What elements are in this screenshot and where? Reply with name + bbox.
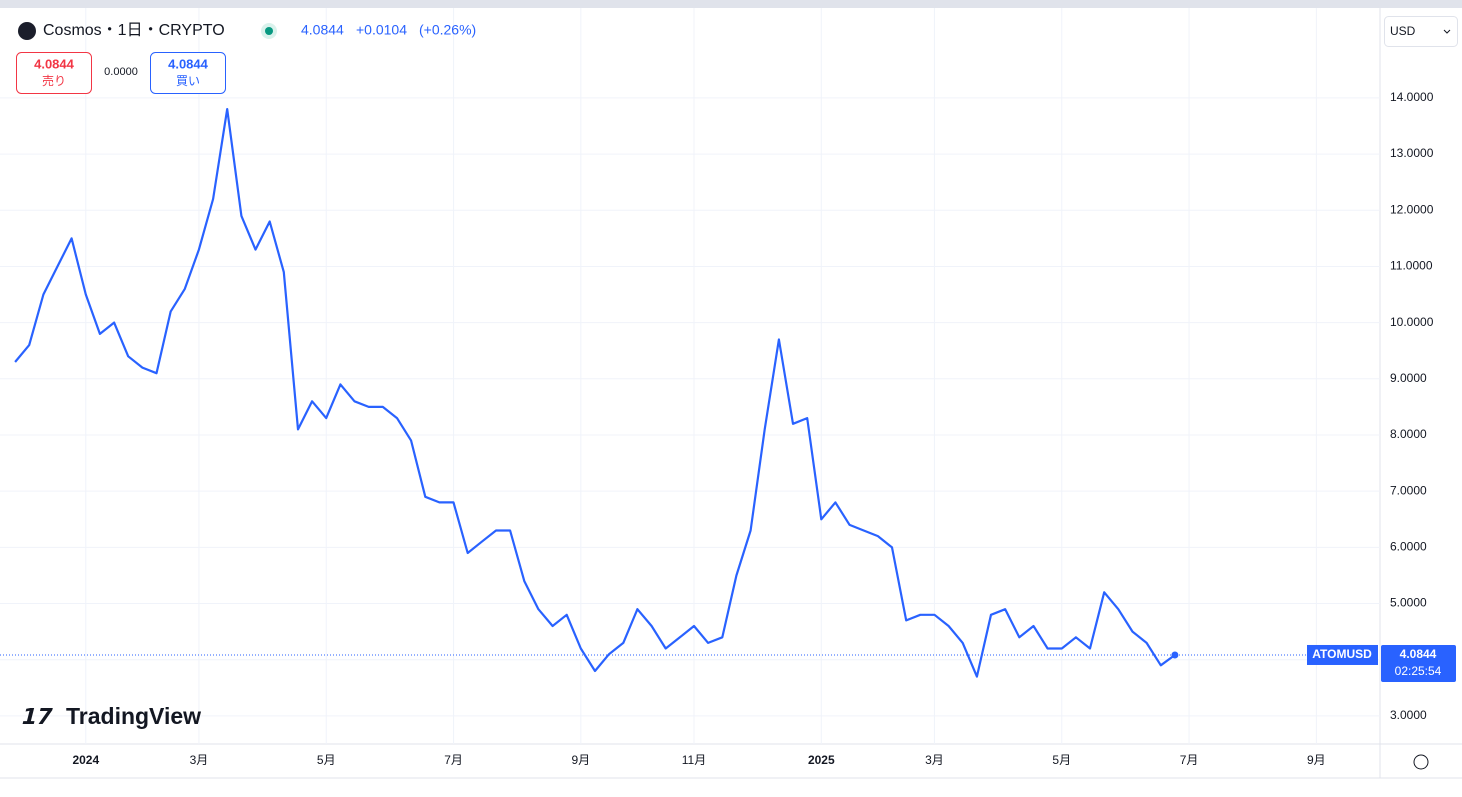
plot: [0, 108, 1380, 678]
series-label: ATOMUSD: [1312, 647, 1372, 661]
symbol[interactable]: Cosmos・1日・CRYPTO: [43, 22, 225, 39]
symbol-icon: [18, 22, 36, 40]
grid: [0, 8, 1380, 744]
y-tick-label: 14.0000: [1390, 90, 1434, 104]
buy-price: 4.0844: [168, 56, 209, 71]
x-tick-label: 11月: [682, 753, 706, 767]
x-tick-label: 2025: [808, 753, 835, 767]
settings-button[interactable]: [1413, 754, 1429, 770]
price-change: +0.0104: [356, 22, 407, 38]
x-tick-label: 5月: [1052, 753, 1071, 767]
x-tick-label: 9月: [572, 753, 591, 767]
sell-label: 売り: [42, 73, 66, 88]
x-tick-label: 9月: [1307, 753, 1326, 767]
y-tick-label: 5.0000: [1390, 596, 1427, 610]
sell-price: 4.0844: [34, 56, 75, 71]
y-tick-label: 10.0000: [1390, 315, 1434, 329]
countdown: 02:25:54: [1395, 664, 1442, 678]
buy-label: 買い: [176, 74, 200, 88]
x-tick-label: 2024: [72, 753, 99, 767]
last-point: [1171, 651, 1179, 659]
y-tick-label: 11.0000: [1390, 259, 1433, 273]
price-label-bg: [1381, 644, 1456, 682]
price-line: [14, 108, 1176, 678]
dropdown-arrow: [1443, 29, 1451, 34]
price-label: 4.0844: [1400, 647, 1437, 661]
x-tick-label: 5月: [317, 753, 336, 767]
x-tick-label: 3月: [190, 753, 209, 767]
price-change-pct: (+0.26%): [419, 22, 476, 38]
y-tick-label: 13.0000: [1390, 146, 1434, 160]
currency: USD: [1390, 24, 1416, 38]
y-tick-label: 8.0000: [1390, 427, 1427, 441]
x-tick-label: 7月: [444, 753, 463, 767]
currency-select[interactable]: [1384, 16, 1458, 47]
sell-button[interactable]: [16, 52, 92, 94]
top-bar: [0, 0, 1462, 8]
y-tick-label: 7.0000: [1390, 483, 1427, 497]
y-tick-label: 6.0000: [1390, 540, 1427, 554]
logo-mark: 𝟭𝟳: [20, 704, 53, 729]
y-tick-label: 3.0000: [1390, 708, 1427, 722]
y-tick-label: 9.0000: [1390, 371, 1427, 385]
spread: 0.0000: [104, 66, 138, 78]
series-label-bg: [1307, 644, 1378, 665]
logo: TradingView: [66, 703, 201, 729]
y-tick-label: 12.0000: [1390, 202, 1434, 216]
x-tick-label: 3月: [925, 753, 944, 767]
x-tick-label: 7月: [1180, 753, 1199, 767]
last-price: 4.0844: [301, 22, 344, 38]
market-status-dot: [265, 27, 273, 35]
buy-button[interactable]: [150, 52, 226, 94]
